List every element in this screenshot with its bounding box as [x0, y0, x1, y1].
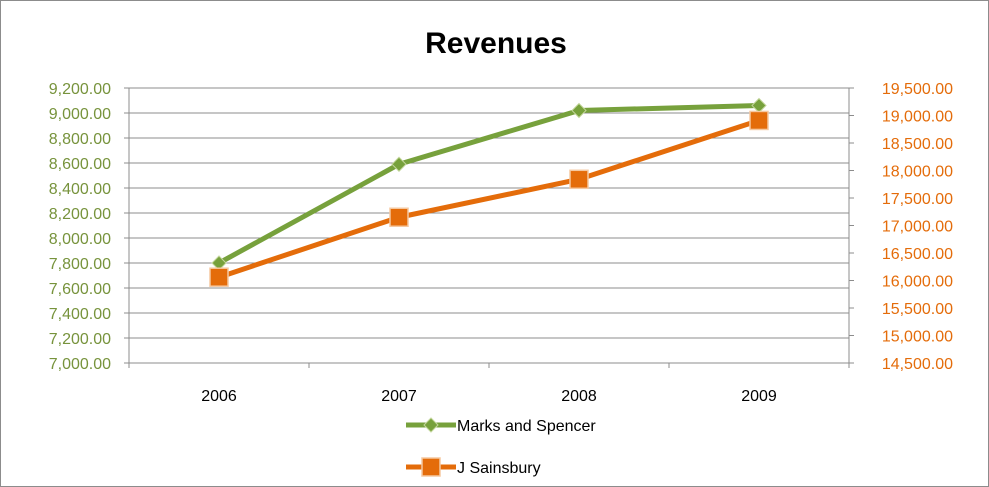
legend: Marks and Spencer J Sainsbury — [406, 417, 596, 477]
left-axis-tick-label: 8,200.00 — [49, 206, 111, 223]
right-axis-tick-label: 19,000.00 — [882, 109, 953, 126]
series-diamond — [211, 97, 767, 271]
left-axis-tick-label: 9,000.00 — [49, 106, 111, 123]
left-axis-tick-label: 8,000.00 — [49, 231, 111, 248]
left-axis-tick-label: 7,800.00 — [49, 256, 111, 273]
diamond-marker — [391, 156, 407, 172]
left-axis-tick-labels: 9,200.00 9,000.00 8,800.00 8,600.00 8,400.00… — [49, 81, 111, 373]
legend-square-marker — [421, 457, 441, 477]
right-axis-tick-label: 16,500.00 — [882, 246, 953, 263]
gridlines — [129, 87, 849, 364]
right-axis-tick-labels: 19,500.00 19,000.00 18,500.00 18,000.00 17,5… — [882, 81, 953, 373]
left-axis-tick-label: 7,200.00 — [49, 331, 111, 348]
right-axis-tick-label: 15,000.00 — [882, 329, 953, 346]
x-axis-tick-label: 2007 — [381, 388, 417, 405]
right-axis-tick-label: 16,000.00 — [882, 274, 953, 291]
legend-label: Marks and Spencer — [457, 418, 596, 435]
right-axis-tick-label: 14,500.00 — [882, 356, 953, 373]
right-axis-tick-label: 17,500.00 — [882, 191, 953, 208]
square-marker — [569, 169, 589, 190]
x-axis-tick-label: 2009 — [741, 388, 777, 405]
chart-title: Revenues — [425, 27, 567, 60]
x-axis-tick-label: 2006 — [201, 388, 237, 405]
x-axis-tick-label: 2008 — [561, 388, 597, 405]
left-axis-tick-label: 7,600.00 — [49, 281, 111, 298]
series-lines — [209, 97, 769, 287]
diamond-marker — [571, 102, 587, 119]
series-line — [217, 103, 760, 266]
x-axis-tick-labels: 2006 2007 2008 2009 — [201, 388, 777, 405]
axes — [124, 87, 854, 368]
legend-diamond-marker — [423, 417, 439, 433]
right-axis-tick-label: 17,000.00 — [882, 219, 953, 236]
square-marker — [749, 110, 769, 131]
left-axis-tick-label: 9,200.00 — [49, 81, 111, 98]
right-axis-tick-label: 18,500.00 — [882, 136, 953, 153]
right-axis-tick-label: 18,000.00 — [882, 164, 953, 181]
left-axis-tick-label: 7,400.00 — [49, 306, 111, 323]
series-square — [209, 110, 769, 287]
square-marker — [209, 267, 229, 287]
legend-item: Marks and Spencer — [406, 417, 596, 435]
legend-label: J Sainsbury — [457, 460, 541, 477]
diamond-marker — [751, 97, 767, 114]
series-line — [218, 118, 760, 280]
legend-item: J Sainsbury — [406, 457, 541, 477]
left-axis-tick-label: 8,800.00 — [49, 131, 111, 148]
right-axis-tick-label: 15,500.00 — [882, 301, 953, 318]
left-axis-tick-label: 7,000.00 — [49, 356, 111, 373]
left-axis-tick-label: 8,600.00 — [49, 156, 111, 173]
left-axis-tick-label: 8,400.00 — [49, 181, 111, 198]
square-marker — [389, 207, 409, 227]
right-axis-tick-label: 19,500.00 — [882, 81, 953, 98]
